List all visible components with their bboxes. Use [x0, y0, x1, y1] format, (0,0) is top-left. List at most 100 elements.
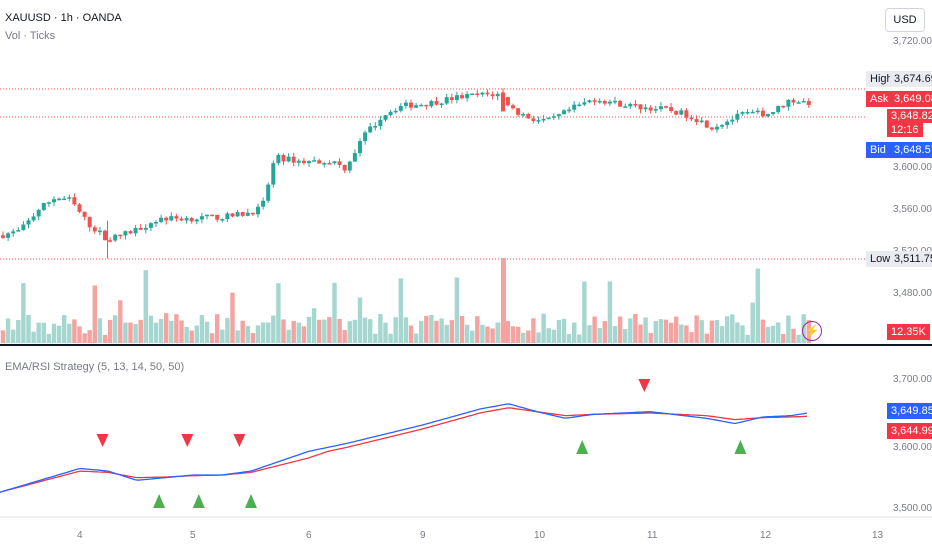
- volume-bar: [760, 319, 766, 343]
- candle-body: [638, 104, 643, 110]
- volume-bar: [194, 325, 199, 343]
- candle-body: [516, 108, 521, 115]
- volume-bar: [240, 320, 245, 343]
- volume-bar: [220, 329, 225, 343]
- candle-body: [57, 198, 62, 201]
- volume-bar: [796, 334, 801, 343]
- time-axis[interactable]: 4 5 6 9 10 11 12 13: [77, 530, 884, 541]
- candle-body: [174, 216, 179, 219]
- volume-bar: [490, 328, 495, 343]
- candle-body: [439, 103, 444, 106]
- time-label: 4: [77, 530, 83, 541]
- volume-bar: [459, 315, 465, 343]
- candle-body: [414, 105, 419, 108]
- volume-bar: [169, 320, 174, 343]
- candle-body: [720, 125, 725, 127]
- candle-body: [592, 100, 597, 102]
- symbol-title[interactable]: XAUUSD · 1h · OANDA: [5, 12, 122, 24]
- volume-legend[interactable]: Vol · Ticks: [5, 30, 56, 42]
- candle-body: [261, 200, 266, 207]
- candle-body: [87, 216, 92, 228]
- volume-bar: [495, 322, 500, 343]
- candle-body: [92, 227, 97, 232]
- volume-bar: [725, 316, 730, 343]
- volume-bar: [67, 323, 72, 343]
- volume-bar: [327, 317, 332, 343]
- volume-bar: [286, 329, 291, 343]
- candle-body: [327, 163, 332, 165]
- volume-bar: [572, 322, 577, 343]
- volume-bar: [424, 315, 429, 343]
- candle-body: [745, 111, 750, 114]
- volume-bar: [87, 330, 92, 343]
- lightning-icon[interactable]: ⚡: [802, 321, 822, 341]
- candle-body: [623, 106, 628, 108]
- volume-bar: [72, 319, 77, 343]
- volume-bar: [184, 327, 189, 343]
- candle-body: [669, 107, 674, 112]
- volume-bar: [781, 334, 786, 343]
- candle-body: [245, 212, 250, 216]
- volume-bar: [143, 270, 148, 343]
- volume-bar: [510, 326, 516, 343]
- candle-body: [72, 197, 77, 205]
- candle-body: [602, 101, 607, 104]
- candle-body: [618, 100, 623, 107]
- volume-bar: [592, 316, 597, 343]
- volume-bar: [245, 325, 250, 343]
- candle-body: [148, 223, 153, 228]
- candle-body: [490, 94, 495, 97]
- volume-bar: [628, 318, 633, 343]
- candle-body: [567, 109, 572, 112]
- volume-bar: [276, 283, 281, 343]
- time-label: 10: [534, 530, 546, 541]
- candle-body: [113, 234, 118, 241]
- indicator-price-label: 3,600.000: [893, 442, 932, 453]
- volume-bar: [352, 319, 358, 343]
- time-label: 5: [190, 530, 196, 541]
- volume-bar: [373, 333, 378, 343]
- candle-body: [658, 106, 663, 110]
- price-label: 3,480.000: [893, 288, 932, 299]
- candle-body: [189, 218, 194, 222]
- volume-bar: [311, 308, 317, 343]
- candle-body: [322, 163, 327, 165]
- candle-body: [205, 214, 209, 217]
- volume-bar: [362, 317, 368, 343]
- candle-body: [184, 218, 189, 221]
- candle-body: [154, 221, 158, 224]
- currency-button[interactable]: USD: [885, 8, 925, 32]
- candle-body: [266, 184, 271, 201]
- candle-body: [760, 110, 765, 117]
- volume-bar: [82, 333, 87, 343]
- volume-bar: [434, 320, 439, 343]
- volume-bar: [21, 283, 26, 343]
- price-label: 3,560.000: [893, 204, 932, 215]
- candle-body: [337, 161, 342, 165]
- low-value: 3,511.755: [890, 251, 932, 267]
- buy-signal-marker: [153, 494, 166, 508]
- volume-bar: [0, 330, 6, 343]
- candle-body: [709, 127, 714, 130]
- candle-body: [460, 95, 464, 99]
- volume-bar: [663, 319, 669, 343]
- indicator-legend[interactable]: EMA/RSI Strategy (5, 13, 14, 50, 50): [5, 361, 185, 373]
- low-tag: Low: [866, 251, 895, 267]
- candle-body: [179, 218, 184, 221]
- volume-bar: [342, 330, 347, 343]
- volume-bar: [730, 314, 735, 343]
- volume-bar: [408, 325, 414, 343]
- volume-bar: [776, 322, 781, 343]
- volume-bar: [317, 319, 322, 343]
- volume-bar: [505, 321, 511, 343]
- volume-bar: [5, 318, 11, 343]
- volume-bar: [515, 326, 521, 343]
- candle-body: [694, 119, 699, 123]
- candle-body: [526, 113, 531, 119]
- candle-body: [62, 198, 67, 201]
- candle-body: [501, 92, 505, 112]
- volume-bar: [225, 317, 230, 343]
- candle-body: [26, 220, 31, 225]
- volume-bar: [699, 320, 704, 343]
